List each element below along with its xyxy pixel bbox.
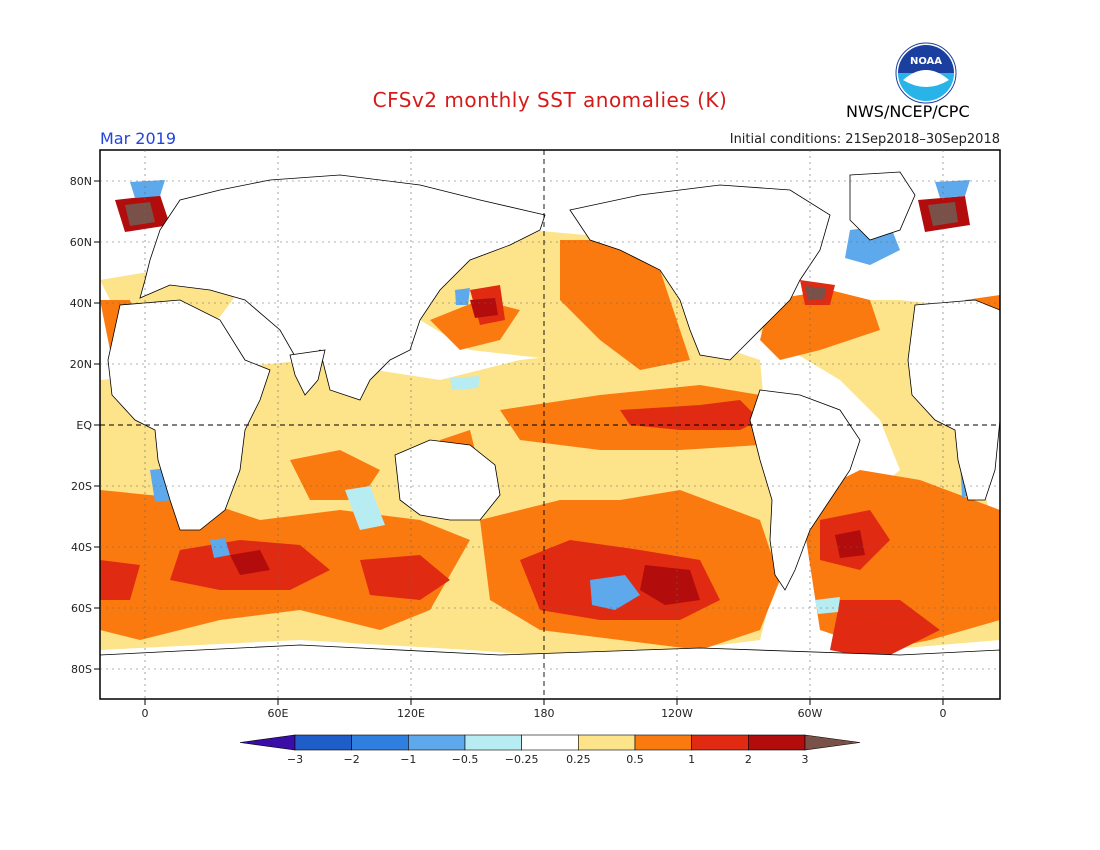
colorbar-label: 3 <box>802 753 809 766</box>
lat-label: 60S <box>71 602 92 615</box>
colorbar-label: 0.25 <box>566 753 591 766</box>
colorbar-swatch <box>351 734 409 751</box>
colorbar-label: 0.5 <box>626 753 644 766</box>
lon-label: 180 <box>534 707 555 720</box>
longitude-axis: 0 60E 120E 180 120W 60W 0 <box>142 699 947 720</box>
colorbar-swatch <box>408 734 466 751</box>
colorbar-label: −0.5 <box>452 753 479 766</box>
lat-label: EQ <box>76 419 92 432</box>
lat-label: 60N <box>70 236 92 249</box>
greenland <box>849 171 916 241</box>
colorbar-label: 1 <box>688 753 695 766</box>
colorbar-label: −0.25 <box>505 753 539 766</box>
antarctica <box>100 644 1000 699</box>
colorbar-swatch <box>521 734 579 751</box>
australia <box>394 439 501 521</box>
lon-label: 120E <box>397 707 425 720</box>
south-america <box>749 389 861 591</box>
lat-label: 40S <box>71 541 92 554</box>
north-america <box>569 184 831 361</box>
map-field <box>100 150 1000 699</box>
colorbar-swatch <box>294 734 352 751</box>
lon-label: 120W <box>661 707 693 720</box>
colorbar: −3 −2 −1 −0.5 −0.25 0.25 0.5 1 2 3 <box>239 734 861 766</box>
noaa-logo-text: NOAA <box>910 56 942 67</box>
latitude-axis: 80N 60N 40N 20N EQ 20S 40S 60S 80S <box>70 175 100 676</box>
africa <box>107 299 271 531</box>
colorbar-swatch <box>464 734 522 751</box>
noaa-logo-icon: NOAA <box>895 42 957 104</box>
colorbar-swatch <box>634 734 692 751</box>
colorbar-label: −1 <box>400 753 416 766</box>
india <box>289 349 326 396</box>
lat-label: 80N <box>70 175 92 188</box>
lon-label: 0 <box>940 707 947 720</box>
forecast-period: Mar 2019 <box>100 129 176 148</box>
lon-label: 60E <box>268 707 289 720</box>
agency-label: NWS/NCEP/CPC <box>846 102 970 121</box>
initial-conditions: Initial conditions: 21Sep2018–30Sep2018 <box>729 132 1000 147</box>
lat-label: 40N <box>70 297 92 310</box>
colorbar-swatch <box>691 734 749 751</box>
lon-label: 60W <box>798 707 823 720</box>
colorbar-label: −2 <box>344 753 360 766</box>
colorbar-swatch <box>748 734 806 751</box>
africa-wrap <box>907 299 1000 501</box>
eurasia <box>139 174 546 401</box>
gridlines <box>100 150 1000 699</box>
lat-label: 20N <box>70 358 92 371</box>
colorbar-label: −3 <box>287 753 303 766</box>
colorbar-min-arrow <box>239 734 296 751</box>
colorbar-swatch <box>578 734 636 751</box>
map-title: CFSv2 monthly SST anomalies (K) <box>372 88 728 112</box>
lon-label: 0 <box>142 707 149 720</box>
lat-label: 80S <box>71 663 92 676</box>
continents <box>100 171 1000 699</box>
colorbar-max-arrow <box>804 734 861 751</box>
colorbar-label: 2 <box>745 753 752 766</box>
lat-label: 20S <box>71 480 92 493</box>
extreme-warm-anomaly-regions <box>125 202 958 300</box>
